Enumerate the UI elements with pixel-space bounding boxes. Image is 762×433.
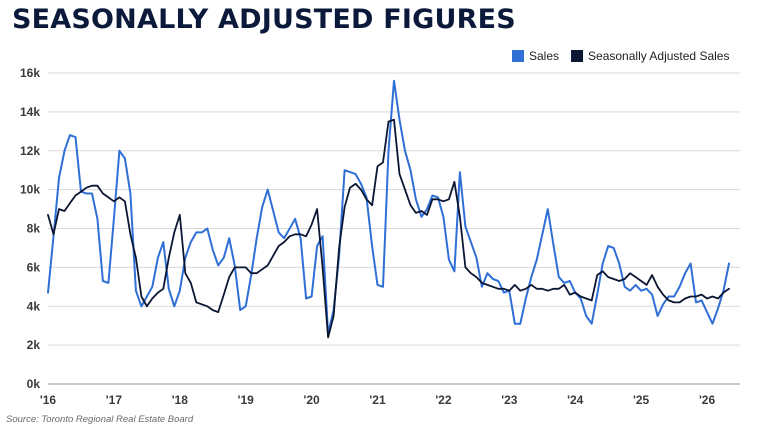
legend-swatch: [571, 50, 584, 62]
x-tick-label: '18: [172, 393, 189, 407]
y-tick-label: 10k: [20, 183, 40, 197]
y-tick-label: 12k: [20, 144, 40, 158]
legend-label: Seasonally Adjusted Sales: [588, 49, 729, 63]
legend-swatch: [512, 50, 524, 62]
y-tick-label: 16k: [20, 66, 40, 80]
x-tick-label: '21: [369, 393, 386, 407]
x-tick-label: '16: [40, 393, 57, 407]
y-tick-label: 4k: [27, 299, 41, 313]
legend: Sales Seasonally Adjusted Sales: [512, 49, 729, 63]
x-tick-label: '19: [238, 393, 255, 407]
y-tick-label: 14k: [20, 105, 40, 119]
y-tick-label: 0k: [27, 377, 41, 391]
source-note: Source: Toronto Regional Real Estate Boa…: [6, 414, 194, 425]
x-tick-label: '20: [304, 393, 321, 407]
x-tick-label: '24: [567, 393, 584, 407]
y-tick-label: 8k: [27, 222, 41, 236]
gridlines: [48, 72, 740, 346]
x-axis-ticks: '16 '17 '18 '19 '20 '21 '22 '23 '24 '25 '26: [40, 393, 716, 407]
x-tick-label: '23: [501, 393, 518, 407]
series-line-sales: [47, 79, 730, 335]
page-title: SEASONALLY ADJUSTED FIGURES: [12, 4, 516, 35]
y-tick-label: 6k: [27, 260, 41, 274]
x-tick-label: '25: [633, 393, 650, 407]
legend-label: Sales: [529, 49, 559, 63]
series-lines: [47, 79, 730, 339]
series-line-seasonally-adjusted-sales: [47, 118, 730, 339]
y-tick-label: 2k: [27, 338, 41, 352]
y-axis-ticks: 0k 2k 4k 6k 8k 10k 12k 14k 16k: [20, 66, 40, 391]
x-tick-label: '17: [106, 393, 123, 407]
x-tick-label: '26: [699, 393, 716, 407]
x-tick-label: '22: [435, 393, 452, 407]
